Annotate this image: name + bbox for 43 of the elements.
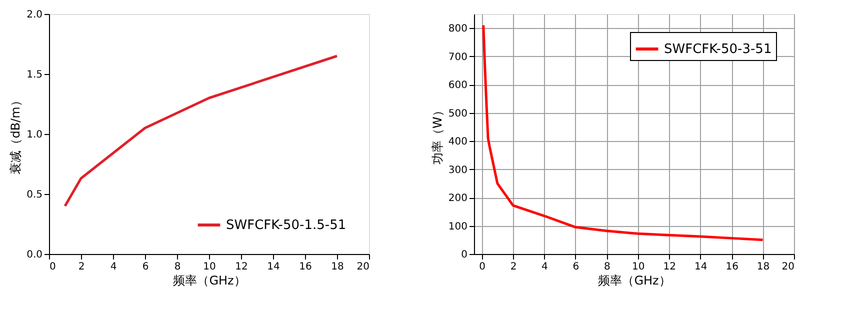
y-axis-title: 衰减（dB/m） [8, 94, 23, 174]
x-tick-label: 20 [782, 262, 794, 272]
y-tick-label: 0.5 [26, 190, 42, 200]
x-tick-label: 4 [110, 262, 117, 272]
y-tick-label: 500 [448, 108, 468, 120]
x-tick-label: 12 [663, 262, 676, 272]
x-tick-label: 16 [299, 262, 312, 272]
x-tick-label: 8 [604, 262, 610, 272]
x-axis-title: 频率（GHz） [173, 274, 246, 288]
x-tick-label: 4 [542, 262, 548, 272]
x-tick-label: 0 [479, 262, 486, 272]
x-tick-label: 6 [142, 262, 149, 272]
x-tick-label: 20 [356, 262, 370, 272]
x-tick-label: 6 [572, 262, 580, 272]
x-tick-label: 18 [756, 262, 770, 272]
x-tick-label: 0 [50, 262, 56, 272]
x-tick-label: 14 [694, 262, 708, 272]
x-tick-label: 2 [510, 262, 517, 272]
x-tick-label: 8 [174, 262, 181, 272]
y-tick-label: 300 [448, 164, 468, 176]
y-tick-label: 1.5 [26, 70, 42, 80]
legend-label: SWFCFK-50-3-51 [664, 42, 772, 57]
x-tick-label: 10 [632, 262, 645, 272]
y-tick-label: 100 [448, 221, 468, 232]
x-tick-label: 18 [331, 262, 344, 272]
legend-label: SWFCFK-50-1.5-51 [226, 218, 346, 233]
y-tick-label: 200 [448, 193, 468, 204]
line-series [64, 54, 338, 208]
x-tick-label: 10 [203, 262, 216, 272]
y-axis-title: 功率（W） [430, 104, 444, 164]
y-tick-label: 1.0 [26, 130, 42, 140]
y-tick-label: 400 [448, 136, 468, 148]
x-tick-label: 12 [235, 262, 248, 272]
y-tick-label: 2.0 [26, 10, 42, 20]
y-tick-label: 0.0 [26, 250, 42, 260]
y-tick-label: 700 [448, 52, 468, 63]
x-tick-label: 14 [267, 262, 280, 272]
y-tick-label: 0 [461, 250, 468, 260]
x-tick-label: 2 [78, 262, 85, 272]
x-axis-title: 频率（GHz） [598, 274, 671, 288]
y-tick-label: 600 [448, 80, 468, 92]
x-tick-label: 16 [726, 262, 738, 272]
y-tick-label: 800 [448, 24, 468, 35]
